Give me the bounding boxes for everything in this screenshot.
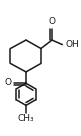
Text: O: O (4, 78, 11, 87)
Text: CH₃: CH₃ (18, 115, 34, 123)
Text: O: O (48, 17, 55, 26)
Text: OH: OH (66, 40, 79, 49)
